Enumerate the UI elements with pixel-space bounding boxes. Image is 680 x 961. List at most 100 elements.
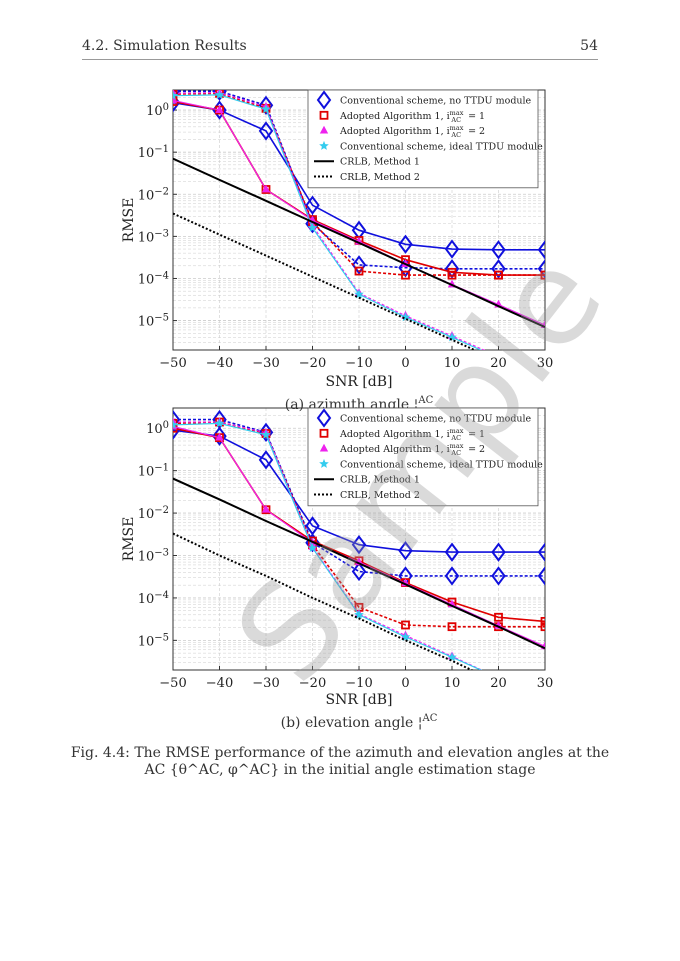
point-marker-square <box>494 270 503 280</box>
legend-label: Conventional scheme, no TTDU module <box>340 96 532 107</box>
point-marker-diamond <box>537 542 545 562</box>
point-marker-star <box>261 429 271 439</box>
page-number: 54 <box>580 38 598 54</box>
series-line-magenta <box>173 421 483 670</box>
y-tick-label: 10−1 <box>138 463 169 480</box>
x-tick-label: −40 <box>206 356 233 371</box>
legend: Conventional scheme, no TTDU module Adopt… <box>307 407 543 507</box>
y-tick-label: 10−3 <box>138 548 169 565</box>
legend-label: Conventional scheme, ideal TTDU module <box>340 141 543 152</box>
legend: Conventional scheme, no TTDU module Adopt… <box>307 89 543 189</box>
point-marker-diamond <box>351 255 367 275</box>
x-tick-label: −20 <box>299 676 326 691</box>
legend-marker-triangle <box>319 125 329 134</box>
point-marker-star <box>354 289 364 299</box>
x-axis-label: SNR [dB] <box>325 374 392 390</box>
legend-label: Adopted Algorithm 1, imax AC = 2 <box>339 124 485 139</box>
series-line-blue <box>173 101 545 251</box>
legend-label: CRLB, Method 1 <box>340 475 420 486</box>
point-marker-diamond <box>537 240 545 260</box>
point-marker-star <box>214 90 225 99</box>
point-marker-triangle <box>215 432 224 441</box>
point-marker-diamond <box>351 561 367 582</box>
y-tick-label: 10−4 <box>138 270 169 287</box>
point-marker-triangle <box>261 184 271 193</box>
plot-area <box>173 409 545 670</box>
series-line-red <box>173 92 545 276</box>
legend-marker-square <box>319 428 329 438</box>
figure-caption-line-1: Fig. 4.4: The RMSE performance of the az… <box>70 745 610 761</box>
point-marker-diamond <box>537 566 545 586</box>
legend-marker-diamond <box>316 90 332 110</box>
series-line-blue <box>173 429 545 553</box>
subcaption: (b) elevation angle ¦AC <box>281 713 438 730</box>
y-tick-label: 10−2 <box>138 186 169 203</box>
x-tick-label: −40 <box>206 676 233 691</box>
point-marker-square <box>540 622 545 632</box>
running-header: 4.2. Simulation Results 54 <box>82 38 598 60</box>
series-line-magenta <box>173 91 486 350</box>
point-marker-square <box>401 620 410 630</box>
figure-caption: Fig. 4.4: The RMSE performance of the az… <box>60 745 620 779</box>
x-tick-label: 30 <box>537 676 554 691</box>
point-marker-star <box>400 312 411 322</box>
elevation-rmse-chart: −50 −40 −30 −20 −10 0 10 20 30 100 10−1 10−2 10−3 10−… <box>121 407 554 730</box>
point-marker-diamond <box>258 121 274 141</box>
point-marker-star <box>354 609 364 619</box>
point-marker-diamond <box>444 566 460 586</box>
y-tick-label: 10−4 <box>138 590 169 607</box>
point-marker-star <box>173 90 178 100</box>
x-axis-label: SNR [dB] <box>325 692 392 708</box>
x-tick-label: −30 <box>252 356 279 371</box>
x-tick-label: 0 <box>401 356 409 371</box>
point-marker-diamond <box>258 450 274 470</box>
legend-marker-square <box>319 110 329 120</box>
x-tick-label: 10 <box>444 356 461 371</box>
point-marker-star <box>261 104 271 114</box>
series-line-blue <box>173 418 545 577</box>
x-tick-label: −30 <box>252 676 279 691</box>
point-marker-square <box>354 266 364 276</box>
y-tick-label: 10−1 <box>138 144 169 161</box>
point-marker-star <box>173 419 178 429</box>
point-marker-diamond <box>398 541 413 561</box>
x-tick-label: 20 <box>490 356 507 371</box>
y-tick-label: 10−5 <box>138 313 169 330</box>
point-marker-diamond <box>305 195 320 215</box>
point-marker-diamond <box>491 259 506 279</box>
header-rule <box>82 59 598 60</box>
legend-label: CRLB, Method 1 <box>340 157 420 168</box>
point-marker-square <box>401 270 410 280</box>
plot-area <box>173 90 545 350</box>
point-marker-diamond <box>444 542 460 562</box>
point-marker-diamond <box>212 409 227 430</box>
x-tick-label: −10 <box>345 356 372 371</box>
x-tick-label: −10 <box>345 676 372 691</box>
point-marker-diamond <box>537 259 545 279</box>
y-tick-label: 10−2 <box>138 505 169 522</box>
point-marker-square <box>494 612 503 622</box>
y-tick-label: 100 <box>146 420 169 437</box>
point-marker-diamond <box>491 542 506 562</box>
series-line-black <box>173 212 477 350</box>
legend-label: Adopted Algorithm 1, imax AC = 1 <box>339 109 485 124</box>
legend-label: Conventional scheme, ideal TTDU module <box>340 459 543 470</box>
legend-marker-star <box>319 458 329 468</box>
series-line-black <box>173 532 474 670</box>
legend-box <box>307 89 539 189</box>
point-marker-star <box>307 222 318 232</box>
y-tick-label: 10−5 <box>138 632 169 649</box>
point-marker-star <box>214 418 225 428</box>
point-marker-diamond <box>351 535 367 555</box>
point-marker-star <box>400 632 411 641</box>
point-marker-star <box>307 543 318 553</box>
point-marker-diamond <box>491 566 506 586</box>
point-marker-diamond <box>491 240 506 260</box>
x-tick-label: 0 <box>401 676 409 691</box>
point-marker-triangle <box>261 504 271 513</box>
point-marker-square <box>540 270 545 280</box>
point-marker-square <box>447 270 457 280</box>
point-marker-diamond <box>212 90 227 101</box>
legend-marker-triangle <box>319 443 329 452</box>
x-tick-label: 30 <box>537 356 554 371</box>
